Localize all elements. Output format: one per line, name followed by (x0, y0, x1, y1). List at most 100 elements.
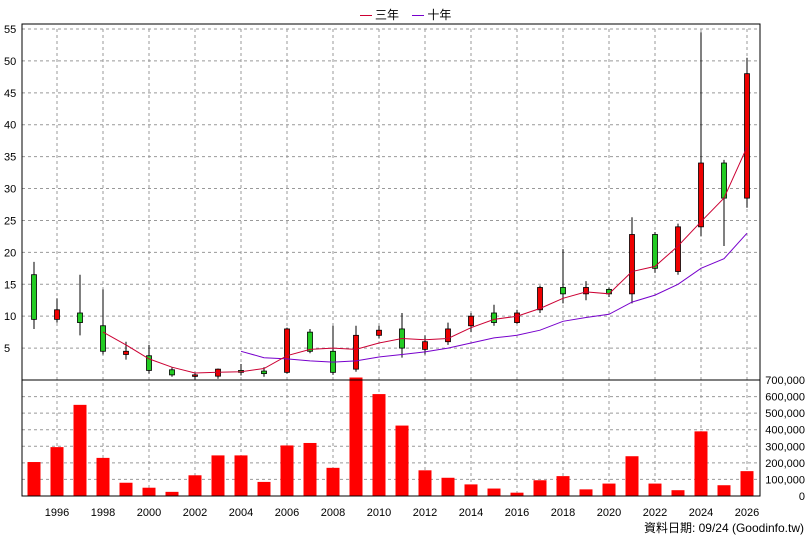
candle-body (77, 312, 83, 323)
price-tick-label: 25 (4, 215, 16, 227)
legend-swatch-ma3 (360, 15, 372, 17)
volume-bar (464, 484, 478, 496)
volume-bar (50, 447, 64, 496)
volume-bar (441, 477, 455, 496)
year-tick-label: 2022 (643, 507, 667, 519)
volume-bar (487, 488, 501, 496)
candle-body (169, 369, 175, 376)
candle-body (422, 341, 428, 350)
volume-tick-label: 700,000 (765, 375, 805, 387)
volume-bar (579, 489, 593, 496)
volume-bar (740, 471, 754, 496)
volume-bar (625, 456, 639, 496)
price-tick-label: 30 (4, 184, 16, 196)
year-tick-label: 2010 (367, 507, 391, 519)
candlesticks (31, 32, 750, 380)
volume-tick-label: 500,000 (765, 408, 805, 420)
volume-bar (257, 481, 271, 496)
volume-bar (211, 455, 225, 496)
volume-tick-label: 300,000 (765, 441, 805, 453)
moving-average-lines (102, 146, 748, 374)
price-tick-label: 50 (4, 56, 16, 68)
volume-bar (533, 480, 547, 496)
candle-body (675, 226, 681, 272)
year-tick-label: 2004 (229, 507, 253, 519)
candle-body (744, 73, 750, 199)
candle-body (698, 162, 704, 228)
candle-body (146, 355, 152, 371)
year-tick-label: 2006 (275, 507, 299, 519)
volume-bar (349, 377, 363, 496)
volume-bar (717, 485, 731, 496)
volume-bar (418, 470, 432, 496)
price-tick-label: 10 (4, 311, 16, 323)
year-tick-label: 2026 (735, 507, 759, 519)
volume-bar (671, 490, 685, 496)
year-tick-label: 1996 (45, 507, 69, 519)
candle-body (307, 331, 313, 352)
price-panel-frame (21, 23, 761, 381)
volume-bar (73, 404, 87, 496)
candle-body (100, 325, 106, 352)
candle-body (123, 350, 129, 355)
volume-bar (556, 476, 570, 496)
legend-label-ma10: 十年 (427, 8, 452, 22)
year-tick-label: 2018 (551, 507, 575, 519)
data-date-footer: 資料日期: 09/24 (Goodinfo.tw) (643, 521, 804, 535)
volume-bar (303, 442, 317, 496)
year-tick-label: 2024 (689, 507, 713, 519)
volume-bar (27, 462, 41, 496)
volume-bar (648, 483, 662, 496)
volume-tick-label: 100,000 (765, 474, 805, 486)
volume-bar (326, 467, 340, 496)
candle-body (629, 234, 635, 295)
year-tick-label: 2002 (183, 507, 207, 519)
candle-body (31, 274, 37, 320)
candle-body (54, 309, 60, 320)
price-tick-label: 40 (4, 120, 16, 132)
year-tick-label: 2008 (321, 507, 345, 519)
volume-bar (165, 491, 179, 496)
candle-body (445, 328, 451, 343)
volume-tick-label: 0 (799, 491, 805, 503)
legend-item-ma10: 十年 (412, 8, 451, 22)
volume-bar (395, 425, 409, 496)
volume-bar (142, 487, 156, 496)
legend-swatch-ma10 (412, 15, 425, 17)
volume-bars (27, 377, 754, 496)
price-tick-label: 5 (4, 343, 10, 355)
candle-body (261, 370, 267, 375)
ma10-line (240, 232, 748, 363)
grid-lines (22, 28, 760, 496)
candle-body (537, 287, 543, 311)
price-tick-label: 55 (4, 24, 16, 36)
candle-body (491, 312, 497, 323)
year-tick-label: 2020 (597, 507, 621, 519)
price-tick-label: 45 (4, 88, 16, 100)
ma3-line (102, 146, 748, 374)
year-tick-label: 2000 (137, 507, 161, 519)
year-tick-label: 1998 (91, 507, 115, 519)
volume-tick-label: 200,000 (765, 458, 805, 470)
candle-body (560, 287, 566, 295)
candle-body (284, 328, 290, 373)
candle-body (192, 374, 198, 377)
legend: 三年 十年 (360, 6, 461, 23)
volume-bar (694, 431, 708, 496)
volume-bar (188, 475, 202, 496)
price-tick-label: 35 (4, 152, 16, 164)
legend-label-ma3: 三年 (375, 8, 400, 22)
volume-bar (510, 492, 524, 496)
year-tick-label: 2012 (413, 507, 437, 519)
year-tick-label: 2014 (459, 507, 483, 519)
volume-bar (280, 445, 294, 496)
year-tick-label: 2016 (505, 507, 529, 519)
volume-panel-frame (21, 379, 761, 497)
legend-item-ma3: 三年 (360, 8, 399, 22)
volume-bar (234, 455, 248, 496)
volume-bar (119, 482, 133, 496)
volume-tick-label: 400,000 (765, 425, 805, 437)
axis-labels: 5 10 15 20 25 30 35 40 45 50 55 0 100,000 200,000 300,… (4, 24, 805, 519)
candle-body (721, 162, 727, 199)
candle-body (353, 334, 359, 370)
